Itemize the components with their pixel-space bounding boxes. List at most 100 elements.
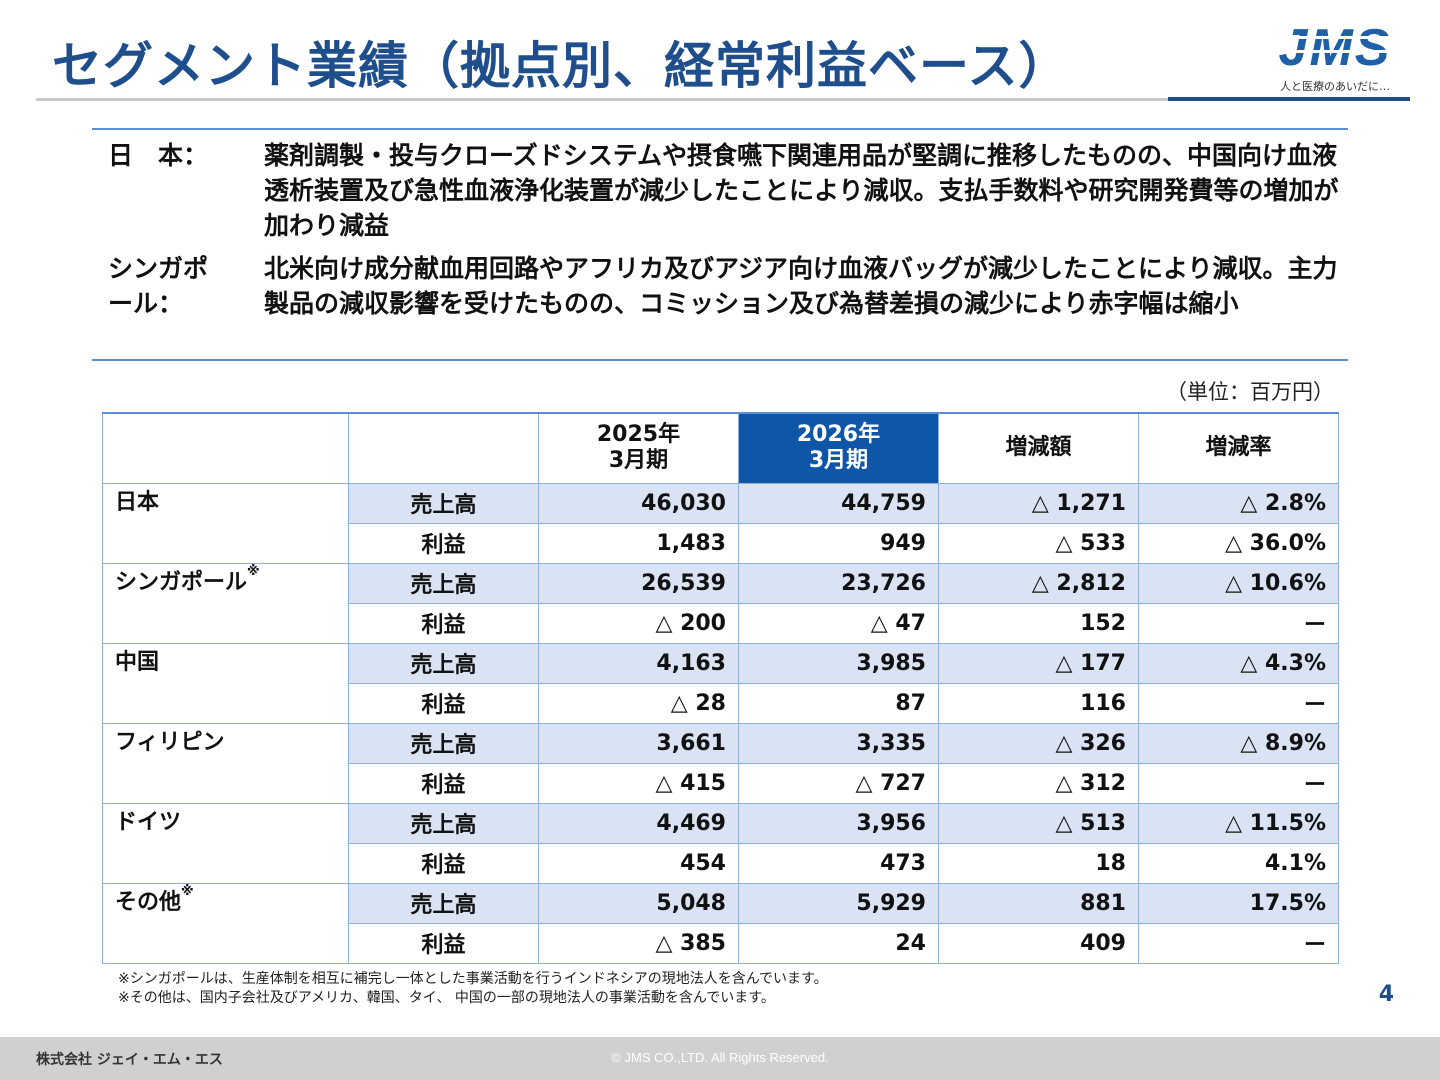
value-cell-change: 409 <box>938 922 1139 964</box>
value-cell-fy2026: 3,335 <box>738 722 939 764</box>
value-cell-fy2025: △ 385 <box>538 922 739 964</box>
table-row: 利益 △ 200 △ 47 152 ー <box>103 602 1339 644</box>
summary-label: 日 本： <box>108 141 209 170</box>
value-cell-fy2025: △ 415 <box>538 762 739 804</box>
value-cell-rate: △ 11.5% <box>1138 802 1339 844</box>
value-cell-change: 152 <box>938 602 1139 644</box>
segment-summary: 日 本： 薬剤調製・投与クローズドシステムや摂食嚥下関連用品が堅調に推移したもの… <box>92 128 1348 361</box>
table-header-row: 2025年 3月期 2026年 3月期 増減額 増減率 <box>102 412 1339 484</box>
table-row: その他※ 売上高 5,048 5,929 881 17.5% <box>102 882 1339 964</box>
region-note-mark: ※ <box>181 883 194 899</box>
metric-cell: 利益 <box>348 922 539 964</box>
header-change: 増減額 <box>938 412 1139 484</box>
value-cell-fy2026: 949 <box>738 522 939 564</box>
value-cell-fy2026: △ 47 <box>738 602 939 644</box>
table-row: 中国 売上高 4,163 3,985 △ 177 △ 4.3% <box>102 642 1339 724</box>
metric-cell: 利益 <box>348 602 539 644</box>
value-cell-rate: △ 36.0% <box>1138 522 1339 564</box>
region-name: フィリピン <box>115 729 225 755</box>
table-row: 利益 △ 28 87 116 ー <box>103 682 1339 724</box>
footnote: ※その他は、国内子会社及びアメリカ、韓国、タイ、 中国の一部の現地法人の事業活動… <box>118 990 775 1006</box>
table-row: 利益 1,483 949 △ 533 △ 36.0% <box>103 522 1339 564</box>
value-cell-rate: 17.5% <box>1138 882 1339 924</box>
header-label: 増減額 <box>1005 435 1072 461</box>
value-cell-fy2025: 454 <box>538 842 739 884</box>
logo-stripe <box>1262 50 1408 53</box>
title-divider-accent <box>1168 97 1410 101</box>
metric-cell: 利益 <box>348 842 539 884</box>
company-logo: JMS 人と医療のあいだに… <box>1262 22 1408 94</box>
metric-cell: 利益 <box>348 682 539 724</box>
region-name: 中国 <box>115 649 160 675</box>
value-cell-fy2025: △ 200 <box>538 602 739 644</box>
region-cell: 日本 <box>102 482 349 564</box>
value-cell-fy2026: △ 727 <box>738 762 939 804</box>
value-cell-change: △ 177 <box>938 642 1139 684</box>
page-number: 4 <box>1378 982 1394 1007</box>
metric-cell: 利益 <box>348 762 539 804</box>
value-cell-rate: ー <box>1138 682 1339 724</box>
value-cell-change: 18 <box>938 842 1139 884</box>
value-cell-fy2025: △ 28 <box>538 682 739 724</box>
header-metric <box>348 412 539 484</box>
metric-cell: 売上高 <box>348 722 539 764</box>
value-cell-fy2026: 87 <box>738 682 939 724</box>
value-cell-change: △ 513 <box>938 802 1139 844</box>
table-row: 利益 △ 415 △ 727 △ 312 ー <box>103 762 1339 804</box>
footnotes: ※シンガポールは、生産体制を相互に補完し一体とした事業活動を行うインドネシアの現… <box>118 970 828 1008</box>
value-cell-rate: △ 4.3% <box>1138 642 1339 684</box>
value-cell-rate: △ 8.9% <box>1138 722 1339 764</box>
value-cell-change: △ 326 <box>938 722 1139 764</box>
logo-tagline: 人と医療のあいだに… <box>1280 80 1390 93</box>
region-cell: ドイツ <box>102 802 349 884</box>
value-cell-fy2025: 1,483 <box>538 522 739 564</box>
metric-cell: 利益 <box>348 522 539 564</box>
value-cell-fy2026: 3,956 <box>738 802 939 844</box>
region-name: シンガポール <box>115 569 248 595</box>
value-cell-fy2025: 26,539 <box>538 562 739 604</box>
value-cell-fy2026: 473 <box>738 842 939 884</box>
value-cell-fy2025: 3,661 <box>538 722 739 764</box>
value-cell-fy2026: 24 <box>738 922 939 964</box>
region-cell: シンガポール※ <box>102 562 349 644</box>
region-cell: その他※ <box>102 882 349 964</box>
region-cell: フィリピン <box>102 722 349 804</box>
header-fy2026: 2026年 3月期 <box>738 412 939 484</box>
logo-mark: JMS <box>1278 19 1392 77</box>
metric-cell: 売上高 <box>348 642 539 684</box>
region-name: 日本 <box>115 489 160 515</box>
region-name: ドイツ <box>115 809 182 835</box>
value-cell-rate: ー <box>1138 922 1339 964</box>
header-region <box>102 412 349 484</box>
table-row: フィリピン 売上高 3,661 3,335 △ 326 △ 8.9% <box>102 722 1339 804</box>
header-label: 2026年 3月期 <box>796 422 881 474</box>
region-note-mark: ※ <box>247 563 260 579</box>
value-cell-fy2026: 44,759 <box>738 482 939 524</box>
metric-cell: 売上高 <box>348 482 539 524</box>
footer-company: 株式会社 ジェイ・エム・エス <box>36 1052 223 1068</box>
value-cell-rate: 4.1% <box>1138 842 1339 884</box>
value-cell-fy2026: 5,929 <box>738 882 939 924</box>
table-row: ドイツ 売上高 4,469 3,956 △ 513 △ 11.5% <box>102 802 1339 884</box>
header-fy2025: 2025年 3月期 <box>538 412 739 484</box>
value-cell-fy2025: 4,163 <box>538 642 739 684</box>
footer-copyright: © JMS CO.,LTD. All Rights Reserved. <box>611 1050 829 1065</box>
unit-label: （単位：百万円） <box>1166 380 1334 404</box>
summary-text: 薬剤調製・投与クローズドシステムや摂食嚥下関連用品が堅調に推移したものの、中国向… <box>264 141 1339 240</box>
page-title: セグメント業績（拠点別、経常利益ベース） <box>52 37 1070 95</box>
metric-cell: 売上高 <box>348 882 539 924</box>
value-cell-rate: ー <box>1138 762 1339 804</box>
value-cell-change: 116 <box>938 682 1139 724</box>
segment-table: 2025年 3月期 2026年 3月期 増減額 増減率 日本 売上高 46,030 4… <box>102 412 1339 964</box>
value-cell-fy2025: 4,469 <box>538 802 739 844</box>
value-cell-change: 881 <box>938 882 1139 924</box>
value-cell-fy2026: 3,985 <box>738 642 939 684</box>
value-cell-change: △ 533 <box>938 522 1139 564</box>
metric-cell: 売上高 <box>348 802 539 844</box>
region-cell: 中国 <box>102 642 349 724</box>
value-cell-rate: △ 10.6% <box>1138 562 1339 604</box>
header-label: 増減率 <box>1205 435 1272 461</box>
value-cell-rate: ー <box>1138 602 1339 644</box>
footnote: ※シンガポールは、生産体制を相互に補完し一体とした事業活動を行うインドネシアの現… <box>118 971 828 987</box>
logo-stripe <box>1262 36 1408 39</box>
